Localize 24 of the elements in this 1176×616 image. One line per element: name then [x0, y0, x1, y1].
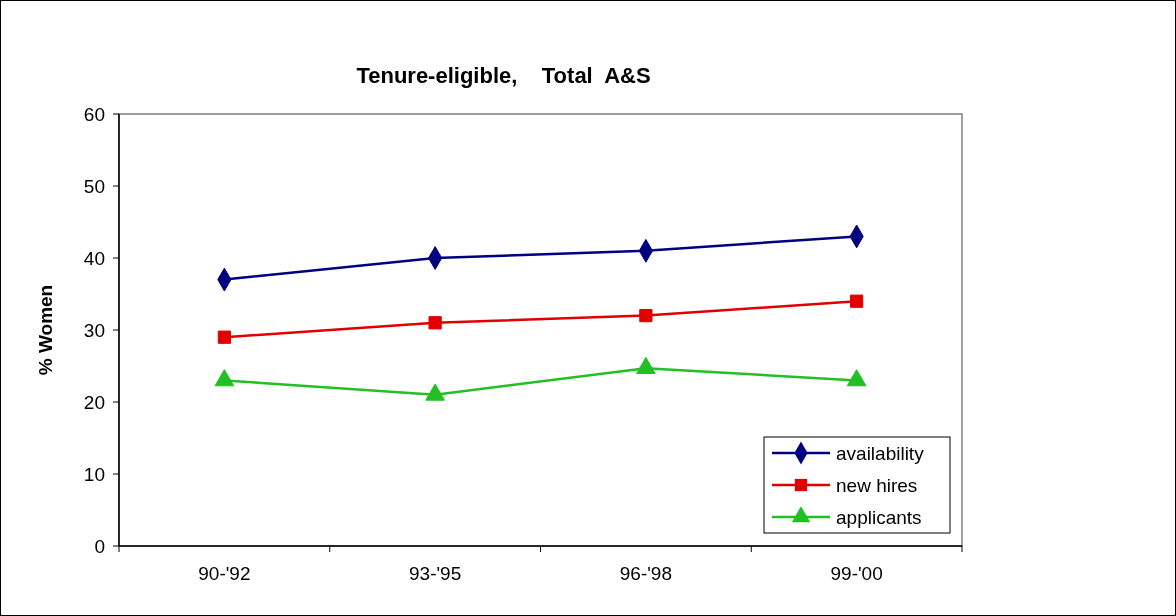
- point: [850, 294, 864, 308]
- x-tick-label: 90-'92: [198, 563, 251, 584]
- x-tick-label: 93-'95: [409, 563, 462, 584]
- chart-title: Tenure-eligible, Total A&S: [356, 63, 651, 88]
- point: [639, 308, 653, 323]
- y-tick-label: 40: [83, 247, 105, 269]
- y-tick-label: 0: [94, 535, 105, 557]
- point: [217, 330, 231, 344]
- point: [636, 356, 656, 375]
- point: [846, 369, 867, 387]
- legend-label: new hires: [836, 474, 918, 496]
- point: [214, 369, 235, 387]
- point: [428, 316, 442, 330]
- y-tick-label: 10: [83, 463, 105, 485]
- legend-label: applicants: [836, 506, 922, 528]
- x-tick-label: 96-'98: [619, 563, 672, 584]
- legend-label: availability: [836, 442, 925, 464]
- y-tick-label: 30: [83, 319, 105, 341]
- y-tick-label: 20: [83, 391, 105, 413]
- x-tick-label: 99-'00: [830, 563, 883, 584]
- y-axis-title: % Women: [35, 284, 56, 376]
- y-tick-label: 60: [83, 103, 105, 125]
- y-tick-label: 50: [83, 175, 105, 197]
- point: [425, 383, 445, 401]
